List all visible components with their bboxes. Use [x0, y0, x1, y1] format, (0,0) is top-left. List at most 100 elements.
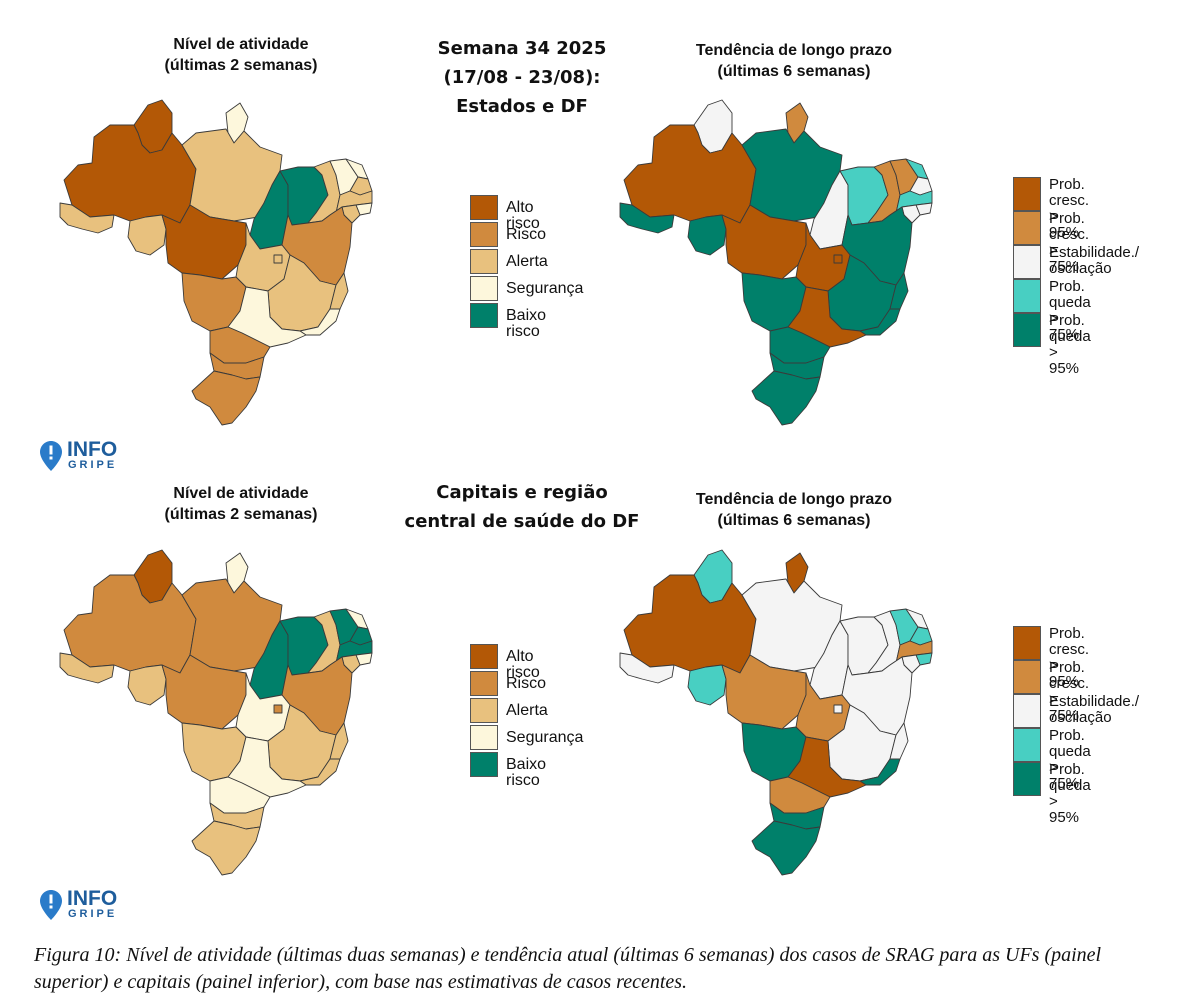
legend-item-estabilidade: Estabilidade./ oscilação: [1013, 694, 1139, 728]
title-line: central de saúde do DF: [404, 511, 640, 532]
top-trend-map: [619, 99, 933, 426]
legend-label: Segurança: [506, 280, 584, 297]
legend-item-cresc-75: Prob. cresc. > 75%: [1013, 660, 1089, 724]
state-rs: [191, 820, 261, 876]
infogripe-logo: INFO GRIPE: [40, 887, 130, 921]
top-trend-title: Tendência de longo prazo (últimas 6 sema…: [664, 40, 924, 82]
legend-item-alto-risco: Alto risco: [470, 644, 540, 681]
legend-item-alerta: Alerta: [470, 698, 548, 723]
legend-label: Risco: [506, 226, 547, 243]
legend-swatch: [1013, 762, 1041, 796]
legend-item-queda-95: Prob. queda > 95%: [1013, 762, 1091, 826]
state-ac: [619, 652, 675, 684]
state-ro: [127, 214, 167, 256]
map-pin-icon: [40, 441, 62, 471]
state-rj: [859, 308, 901, 336]
top-activity-title: Nível de atividade (últimas 2 semanas): [130, 34, 352, 76]
legend-item-baixo-risco: Baixo risco: [470, 303, 546, 340]
logo-text-gripe: GRIPE: [68, 459, 118, 471]
state-rs: [191, 370, 261, 426]
legend-label: Prob. cresc. > 75%: [1049, 210, 1090, 275]
legend-label: Segurança: [506, 729, 584, 746]
title-line: Semana 34 2025: [437, 38, 607, 59]
legend-item-queda-75: Prob. queda > 75%: [1013, 279, 1091, 343]
state-rj: [859, 758, 901, 786]
legend-swatch: [1013, 211, 1041, 245]
state-ro: [687, 214, 727, 256]
legend-item-risco: Risco: [470, 671, 546, 696]
legend-item-baixo-risco: Baixo risco: [470, 752, 546, 789]
legend-label: Prob. cresc. > 75%: [1049, 659, 1090, 724]
state-am: [63, 124, 197, 224]
state-am: [63, 574, 197, 674]
logo-text-gripe: GRIPE: [68, 908, 118, 920]
top-center-title: Semana 34 2025 (17/08 - 23/08): Estados …: [410, 34, 634, 121]
legend-swatch: [1013, 728, 1041, 762]
title-line: Nível de atividade: [173, 485, 309, 502]
legend-swatch: [1013, 313, 1041, 347]
legend-label: Prob. queda > 95%: [1049, 312, 1091, 377]
legend-item-alto-risco: Alto risco: [470, 195, 540, 232]
state-ac: [59, 652, 115, 684]
title-line: (17/08 - 23/08):: [443, 67, 601, 88]
figure-caption: Figura 10: Nível de atividade (últimas d…: [34, 944, 1102, 993]
legend-label: Prob. queda > 75%: [1049, 278, 1091, 343]
legend-swatch: [470, 752, 498, 777]
bottom-activity-map: [59, 549, 373, 876]
legend-swatch: [470, 671, 498, 696]
legend-label: Alerta: [506, 702, 548, 719]
bottom-trend-map: [619, 549, 933, 876]
state-ro: [127, 664, 167, 706]
state-rs: [751, 370, 821, 426]
legend-label: Risco: [506, 675, 547, 692]
title-line: Estados e DF: [456, 96, 588, 117]
state-am: [623, 124, 757, 224]
state-df: [273, 704, 283, 714]
legend-label: Prob. queda > 75%: [1049, 727, 1091, 792]
legend-swatch: [1013, 245, 1041, 279]
title-line: Tendência de longo prazo: [695, 42, 893, 59]
legend-swatch: [470, 249, 498, 274]
title-line: (últimas 6 semanas): [717, 63, 871, 80]
state-ac: [619, 202, 675, 234]
title-line: Nível de atividade: [173, 36, 309, 53]
legend-label: Baixo risco: [506, 307, 547, 340]
legend-swatch: [1013, 660, 1041, 694]
legend-label: Estabilidade./ oscilação: [1049, 693, 1140, 726]
logo-text-info: INFO: [67, 887, 118, 910]
state-df: [833, 254, 843, 264]
title-line: Tendência de longo prazo: [695, 491, 893, 508]
legend-swatch: [1013, 279, 1041, 313]
legend-item-queda-95: Prob. queda > 95%: [1013, 313, 1091, 377]
legend-swatch: [470, 195, 498, 220]
top-activity-map: [59, 99, 373, 426]
state-es: [329, 272, 349, 310]
title-line: (últimas 6 semanas): [717, 512, 871, 529]
title-line: Capitais e região: [436, 482, 608, 503]
state-ac: [59, 202, 115, 234]
title-line: (últimas 2 semanas): [164, 506, 318, 523]
map-pin-icon: [40, 890, 62, 920]
legend-swatch: [470, 303, 498, 328]
legend-swatch: [470, 698, 498, 723]
legend-label: Alto risco: [506, 648, 540, 681]
state-ro: [687, 664, 727, 706]
state-es: [329, 722, 349, 760]
legend-label: Prob. cresc. > 95%: [1049, 625, 1090, 690]
state-rj: [299, 308, 341, 336]
legend-swatch: [470, 644, 498, 669]
legend-swatch: [1013, 626, 1041, 660]
infogripe-logo: INFO GRIPE: [40, 438, 130, 472]
logo-text-info: INFO: [67, 438, 118, 461]
legend-item-seguranca: Segurança: [470, 725, 583, 750]
bottom-activity-title: Nível de atividade (últimas 2 semanas): [130, 483, 352, 525]
legend-label: Prob. cresc. > 95%: [1049, 176, 1090, 241]
legend-item-alerta: Alerta: [470, 249, 548, 274]
state-df: [273, 254, 283, 264]
legend-label: Prob. queda > 95%: [1049, 761, 1091, 826]
legend-label: Estabilidade./ oscilação: [1049, 244, 1140, 277]
legend-item-cresc-95: Prob. cresc. > 95%: [1013, 626, 1089, 690]
legend-label: Alto risco: [506, 199, 540, 232]
legend-swatch: [470, 725, 498, 750]
state-es: [889, 272, 909, 310]
